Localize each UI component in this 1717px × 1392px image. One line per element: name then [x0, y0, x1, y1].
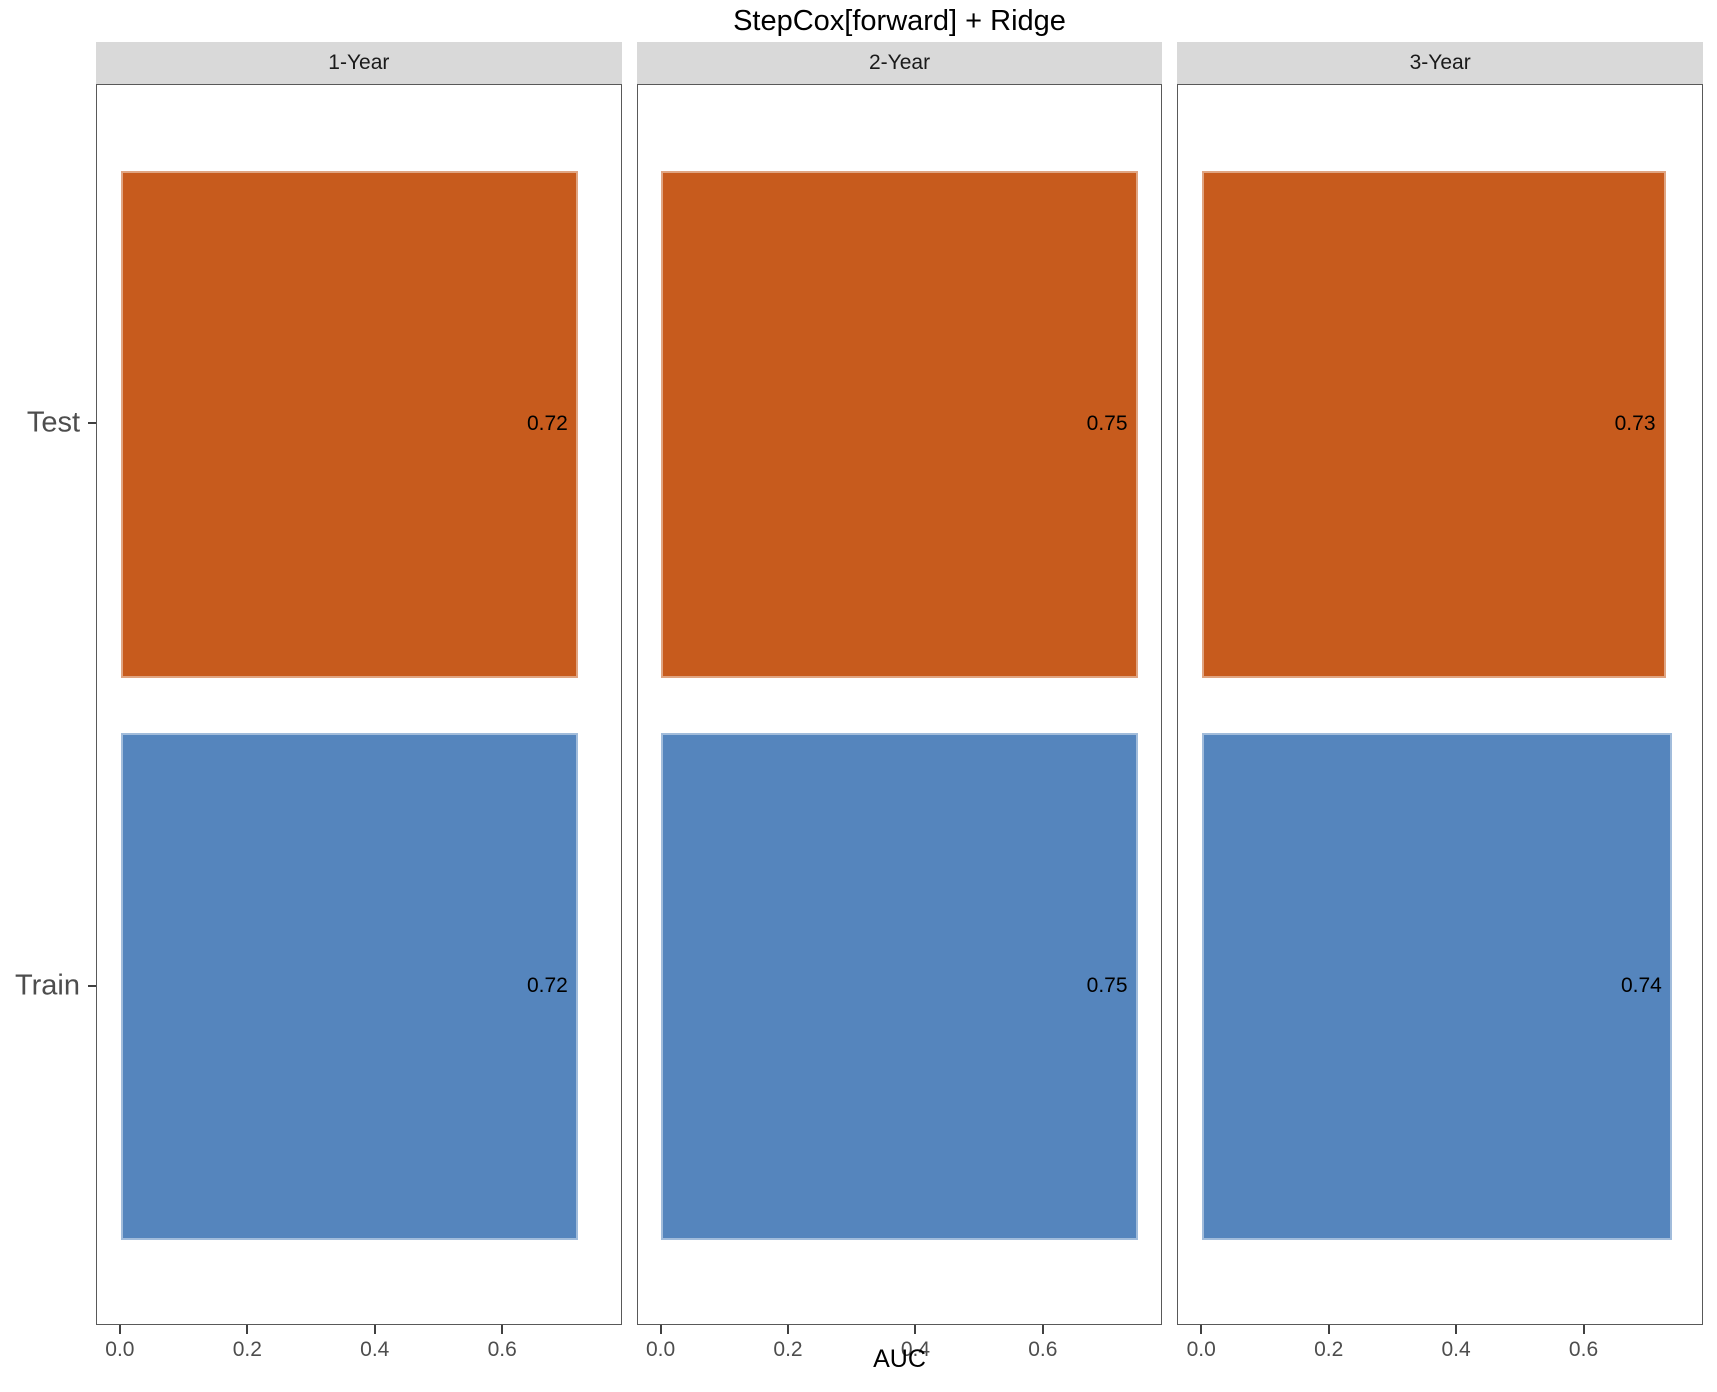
test-bar-2-year: 0.75 — [661, 170, 1138, 678]
train-bar-1-year: 0.72 — [120, 732, 578, 1240]
train-bar-3-year: 0.74 — [1202, 732, 1672, 1240]
value-label: 0.74 — [1620, 974, 1662, 998]
facet-panel-1-year: 0.72 0.72 — [96, 84, 622, 1325]
y-axis-label-train: Train — [15, 969, 80, 1002]
x-tick-mark — [1455, 1325, 1458, 1334]
x-tick-label: 0.0 — [645, 1338, 676, 1361]
x-tick-mark — [246, 1325, 249, 1334]
x-tick-mark — [914, 1325, 917, 1334]
x-tick-mark — [1327, 1325, 1330, 1334]
x-tick-label: 0.6 — [1028, 1338, 1058, 1361]
facet-strip-3-year: 3-Year — [1177, 42, 1704, 84]
x-tick-label: 0.6 — [487, 1338, 517, 1361]
chart-title: StepCox[forward] + Ridge — [733, 5, 1066, 37]
x-tick-label: 0.4 — [360, 1338, 390, 1361]
value-label: 0.72 — [526, 974, 568, 998]
x-tick-mark — [1041, 1325, 1044, 1334]
facet-strip-1-year: 1-Year — [96, 42, 622, 84]
train-bar-2-year: 0.75 — [661, 732, 1138, 1240]
x-tick-label: 0.2 — [773, 1338, 803, 1361]
facet-3-year: 3-Year 0.73 0.74 0.0 0.2 0.4 0.6 — [1177, 42, 1704, 1375]
facet-strip-2-year: 2-Year — [636, 42, 1163, 84]
test-bar-1-year: 0.72 — [120, 170, 578, 678]
x-axis-3-year: 0.0 0.2 0.4 0.6 — [1177, 1325, 1703, 1375]
x-tick-label: 0.6 — [1568, 1338, 1599, 1361]
x-tick-label: 0.2 — [1314, 1338, 1344, 1361]
x-tick-mark — [501, 1325, 504, 1334]
x-tick-label: 0.0 — [105, 1338, 135, 1361]
facet-panel-3-year: 0.73 0.74 — [1177, 84, 1704, 1325]
x-tick-label: 0.0 — [1186, 1338, 1216, 1361]
value-label: 0.75 — [1086, 412, 1128, 436]
x-tick-mark — [787, 1325, 789, 1334]
x-tick-label: 0.4 — [1441, 1338, 1471, 1361]
y-tick-mark-train — [88, 985, 96, 987]
value-label: 0.75 — [1086, 974, 1128, 998]
x-tick-mark — [1582, 1325, 1585, 1334]
x-tick-mark — [373, 1325, 376, 1334]
x-tick-label: 0.2 — [232, 1338, 262, 1361]
x-tick-mark — [659, 1325, 662, 1334]
x-axis-title: AUC — [873, 1345, 926, 1373]
facet-1-year: 1-Year 0.72 0.72 0.0 0.2 0.4 0.6 — [96, 42, 622, 1375]
facet-row: 1-Year 0.72 0.72 0.0 0.2 0.4 0.6 2-Year 0.75 0.75… — [96, 42, 1704, 1375]
test-bar-3-year: 0.73 — [1202, 170, 1666, 678]
value-label: 0.73 — [1614, 412, 1656, 436]
value-label: 0.72 — [526, 412, 568, 436]
x-axis-1-year: 0.0 0.2 0.4 0.6 — [96, 1325, 622, 1375]
facet-panel-2-year: 0.75 0.75 — [636, 84, 1163, 1325]
facet-2-year: 2-Year 0.75 0.75 0.0 0.2 0.4 0.6 — [636, 42, 1163, 1375]
y-axis-label-test: Test — [26, 406, 80, 439]
y-tick-mark-test — [88, 422, 96, 424]
x-tick-mark — [1200, 1325, 1203, 1334]
x-tick-mark — [118, 1325, 121, 1334]
x-tick-label: 0.4 — [900, 1338, 931, 1361]
x-axis-2-year: 0.0 0.2 0.4 0.6 — [637, 1325, 1163, 1375]
